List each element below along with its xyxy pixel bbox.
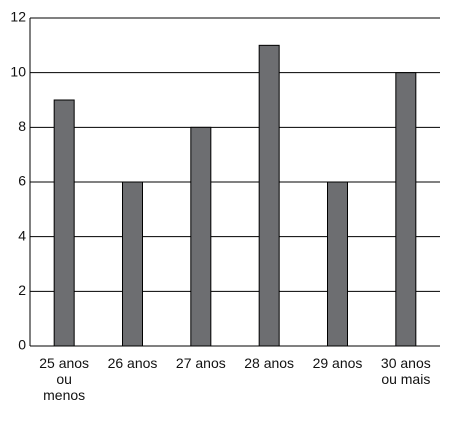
y-tick-label: 2 xyxy=(18,282,26,298)
y-tick-label: 0 xyxy=(18,337,26,353)
bar xyxy=(327,181,348,347)
y-tick-label: 12 xyxy=(10,9,26,25)
y-tick-label: 6 xyxy=(18,173,26,189)
x-tick-label: 27 anos xyxy=(175,355,226,371)
y-tick-label: 4 xyxy=(18,227,26,243)
y-tick-label: 10 xyxy=(10,63,26,79)
x-tick-label: 26 anos xyxy=(107,355,158,371)
bar xyxy=(190,126,212,347)
bar xyxy=(395,72,417,347)
bar xyxy=(53,99,75,347)
x-tick-label: 25 anos ou menos xyxy=(39,355,90,403)
bar xyxy=(258,44,280,347)
x-tick-label: 28 anos xyxy=(244,355,295,371)
bar xyxy=(122,181,143,347)
x-tick-label: 30 anos ou mais xyxy=(380,355,431,387)
y-tick-label: 8 xyxy=(18,118,26,134)
x-tick-label: 29 anos xyxy=(312,355,363,371)
